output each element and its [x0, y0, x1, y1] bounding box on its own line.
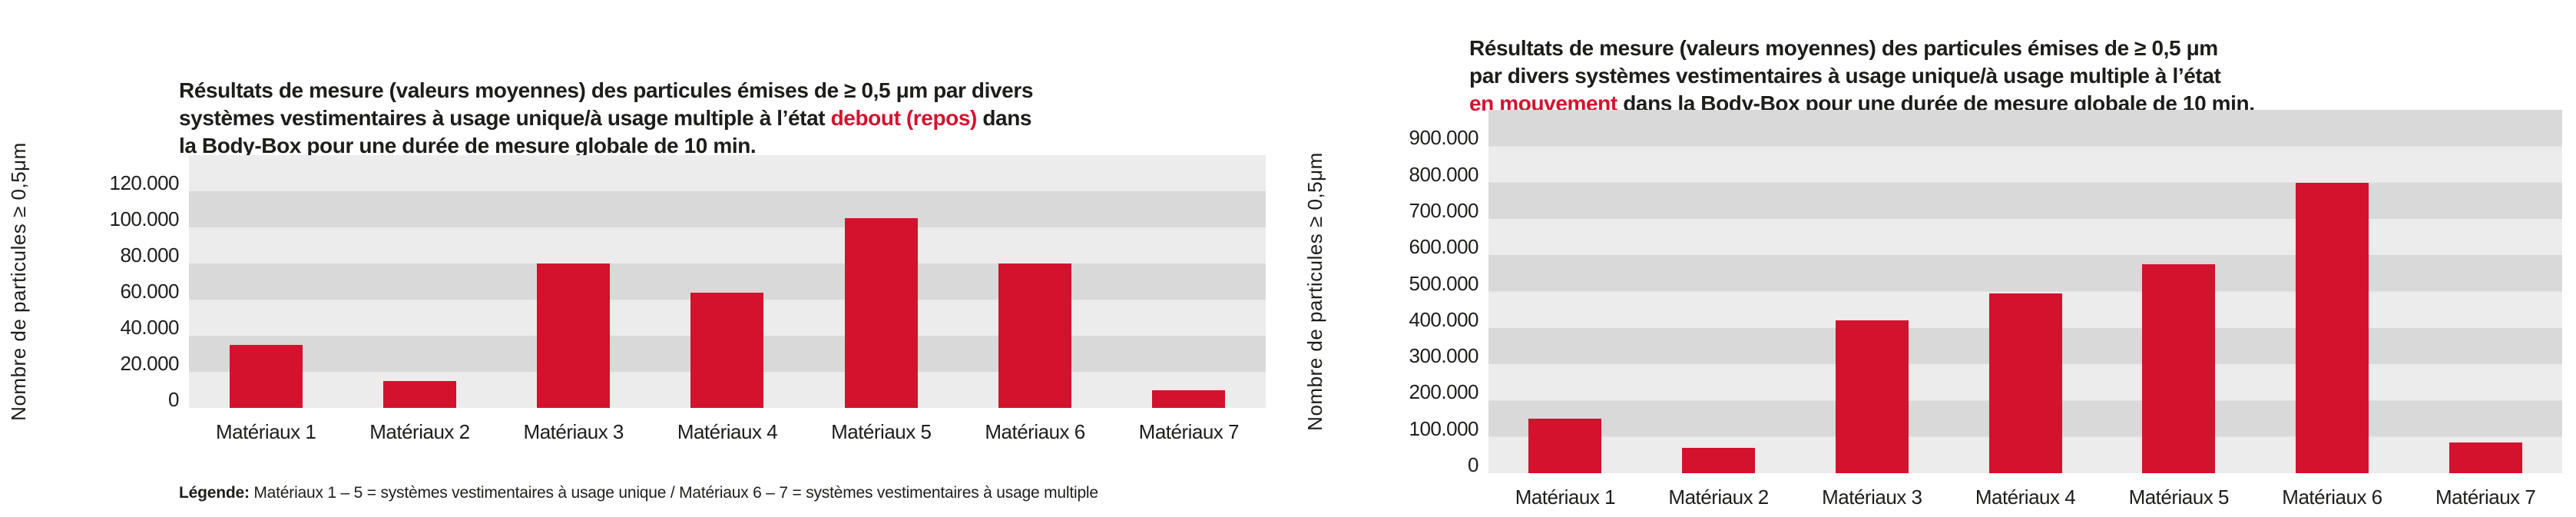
- bar-matériaux-6: [998, 263, 1072, 408]
- y-tick-label: 600.000: [1409, 235, 1479, 259]
- x-tick-label: Matériaux 7: [2435, 486, 2536, 509]
- x-tick-label: Matériaux 3: [523, 420, 624, 443]
- title-text: dans la Body-Box pour une durée de mesur…: [179, 106, 1032, 157]
- plot-area: [1488, 110, 2562, 473]
- y-tick-label: 500.000: [1409, 271, 1479, 295]
- x-tick-label: Matériaux 1: [1515, 486, 1616, 509]
- y-tick-label: 0: [1468, 453, 1478, 476]
- bar-column: [497, 155, 651, 408]
- y-tick-label: 800.000: [1409, 162, 1479, 186]
- y-axis-title-wrap: Nombre de particules ≥ 0,5μm: [1298, 110, 1332, 473]
- y-tick-label: 100.000: [1409, 416, 1479, 440]
- bar-column: [958, 155, 1111, 408]
- bar-matériaux-7: [1152, 389, 1226, 408]
- bar-matériaux-1: [1528, 419, 1602, 473]
- chart-moving-title: Résultats de mesure (valeurs moyennes) d…: [1469, 7, 2391, 118]
- y-tick-label: 0: [168, 388, 179, 411]
- legend-text: Matériaux 1 – 5 = systèmes vestimentaire…: [249, 484, 1098, 502]
- title-highlight-debout: debout (repos): [830, 106, 978, 130]
- plot-area: [189, 155, 1266, 408]
- bar-matériaux-6: [2295, 182, 2369, 473]
- y-tick-label: 900.000: [1409, 126, 1479, 150]
- bar-matériaux-4: [1988, 293, 2062, 473]
- y-tick-label: 100.000: [109, 207, 180, 230]
- chart-standing-title: Résultats de mesure (valeurs moyennes) d…: [179, 49, 1208, 160]
- bar-column: [2409, 110, 2562, 473]
- bars: [1488, 110, 2562, 473]
- x-tick-label: Matériaux 7: [1138, 420, 1240, 443]
- legend: Légende: Matériaux 1 – 5 = systèmes vest…: [179, 484, 1098, 502]
- bar-column: [2102, 110, 2256, 473]
- bar-column: [189, 155, 343, 408]
- x-tick-label: Matériaux 6: [985, 420, 1085, 443]
- y-axis-title: Nombre de particules ≥ 0,5μm: [6, 142, 30, 421]
- bar-matériaux-2: [1682, 447, 1756, 473]
- bar-column: [1112, 155, 1266, 408]
- bar-matériaux-3: [1835, 320, 1909, 473]
- bar-matériaux-2: [382, 380, 456, 408]
- bar-column: [804, 155, 958, 408]
- title-text: Résultats de mesure (valeurs moyennes) d…: [179, 78, 1034, 130]
- x-axis-labels: Matériaux 1 Matériaux 2 Matériaux 3 Matéria…: [1488, 486, 2562, 509]
- y-tick-label: 120.000: [109, 171, 180, 194]
- y-tick-label: 400.000: [1409, 307, 1479, 331]
- bar-column: [1795, 110, 1949, 473]
- x-tick-label: Matériaux 2: [369, 420, 470, 443]
- bars: [189, 155, 1266, 408]
- bar-column: [2256, 110, 2409, 473]
- y-tick-label: 60.000: [120, 280, 179, 303]
- y-tick-label: 700.000: [1409, 198, 1479, 222]
- bar-column: [651, 155, 804, 408]
- y-axis-title: Nombre de particules ≥ 0,5μm: [1303, 152, 1326, 431]
- bar-matériaux-5: [844, 218, 918, 408]
- title-text: Résultats de mesure (valeurs moyennes) d…: [1469, 36, 2221, 88]
- y-tick-label: 80.000: [120, 244, 179, 267]
- y-axis-tick-labels: 0 100.000 200.000 300.000 400.000 500.000 600.…: [1330, 110, 1479, 476]
- x-tick-label: Matériaux 2: [1668, 486, 1769, 509]
- bar-column: [1642, 110, 1796, 473]
- bar-matériaux-5: [2142, 264, 2216, 473]
- y-axis-tick-labels: 0 20.000 40.000 60.000 80.000 100.000 120.000: [31, 155, 180, 411]
- bar-matériaux-4: [690, 292, 764, 408]
- y-tick-label: 200.000: [1409, 380, 1479, 404]
- y-tick-label: 300.000: [1409, 344, 1479, 368]
- bar-matériaux-7: [2449, 442, 2522, 473]
- bar-matériaux-1: [229, 344, 303, 408]
- x-axis-labels: Matériaux 1 Matériaux 2 Matériaux 3 Matéria…: [189, 420, 1266, 444]
- bar-column: [343, 155, 496, 408]
- x-tick-label: Matériaux 6: [2282, 486, 2382, 509]
- bar-matériaux-3: [537, 263, 611, 408]
- x-tick-label: Matériaux 4: [677, 420, 778, 443]
- bar-column: [1949, 110, 2102, 473]
- y-tick-label: 40.000: [120, 316, 179, 339]
- x-tick-label: Matériaux 4: [1975, 486, 2076, 509]
- x-tick-label: Matériaux 1: [215, 420, 316, 443]
- x-tick-label: Matériaux 3: [1822, 486, 1922, 509]
- legend-label: Légende:: [179, 484, 250, 502]
- x-tick-label: Matériaux 5: [2128, 486, 2230, 509]
- bar-column: [1488, 110, 1642, 473]
- x-tick-label: Matériaux 5: [831, 420, 932, 443]
- y-tick-label: 20.000: [120, 352, 179, 375]
